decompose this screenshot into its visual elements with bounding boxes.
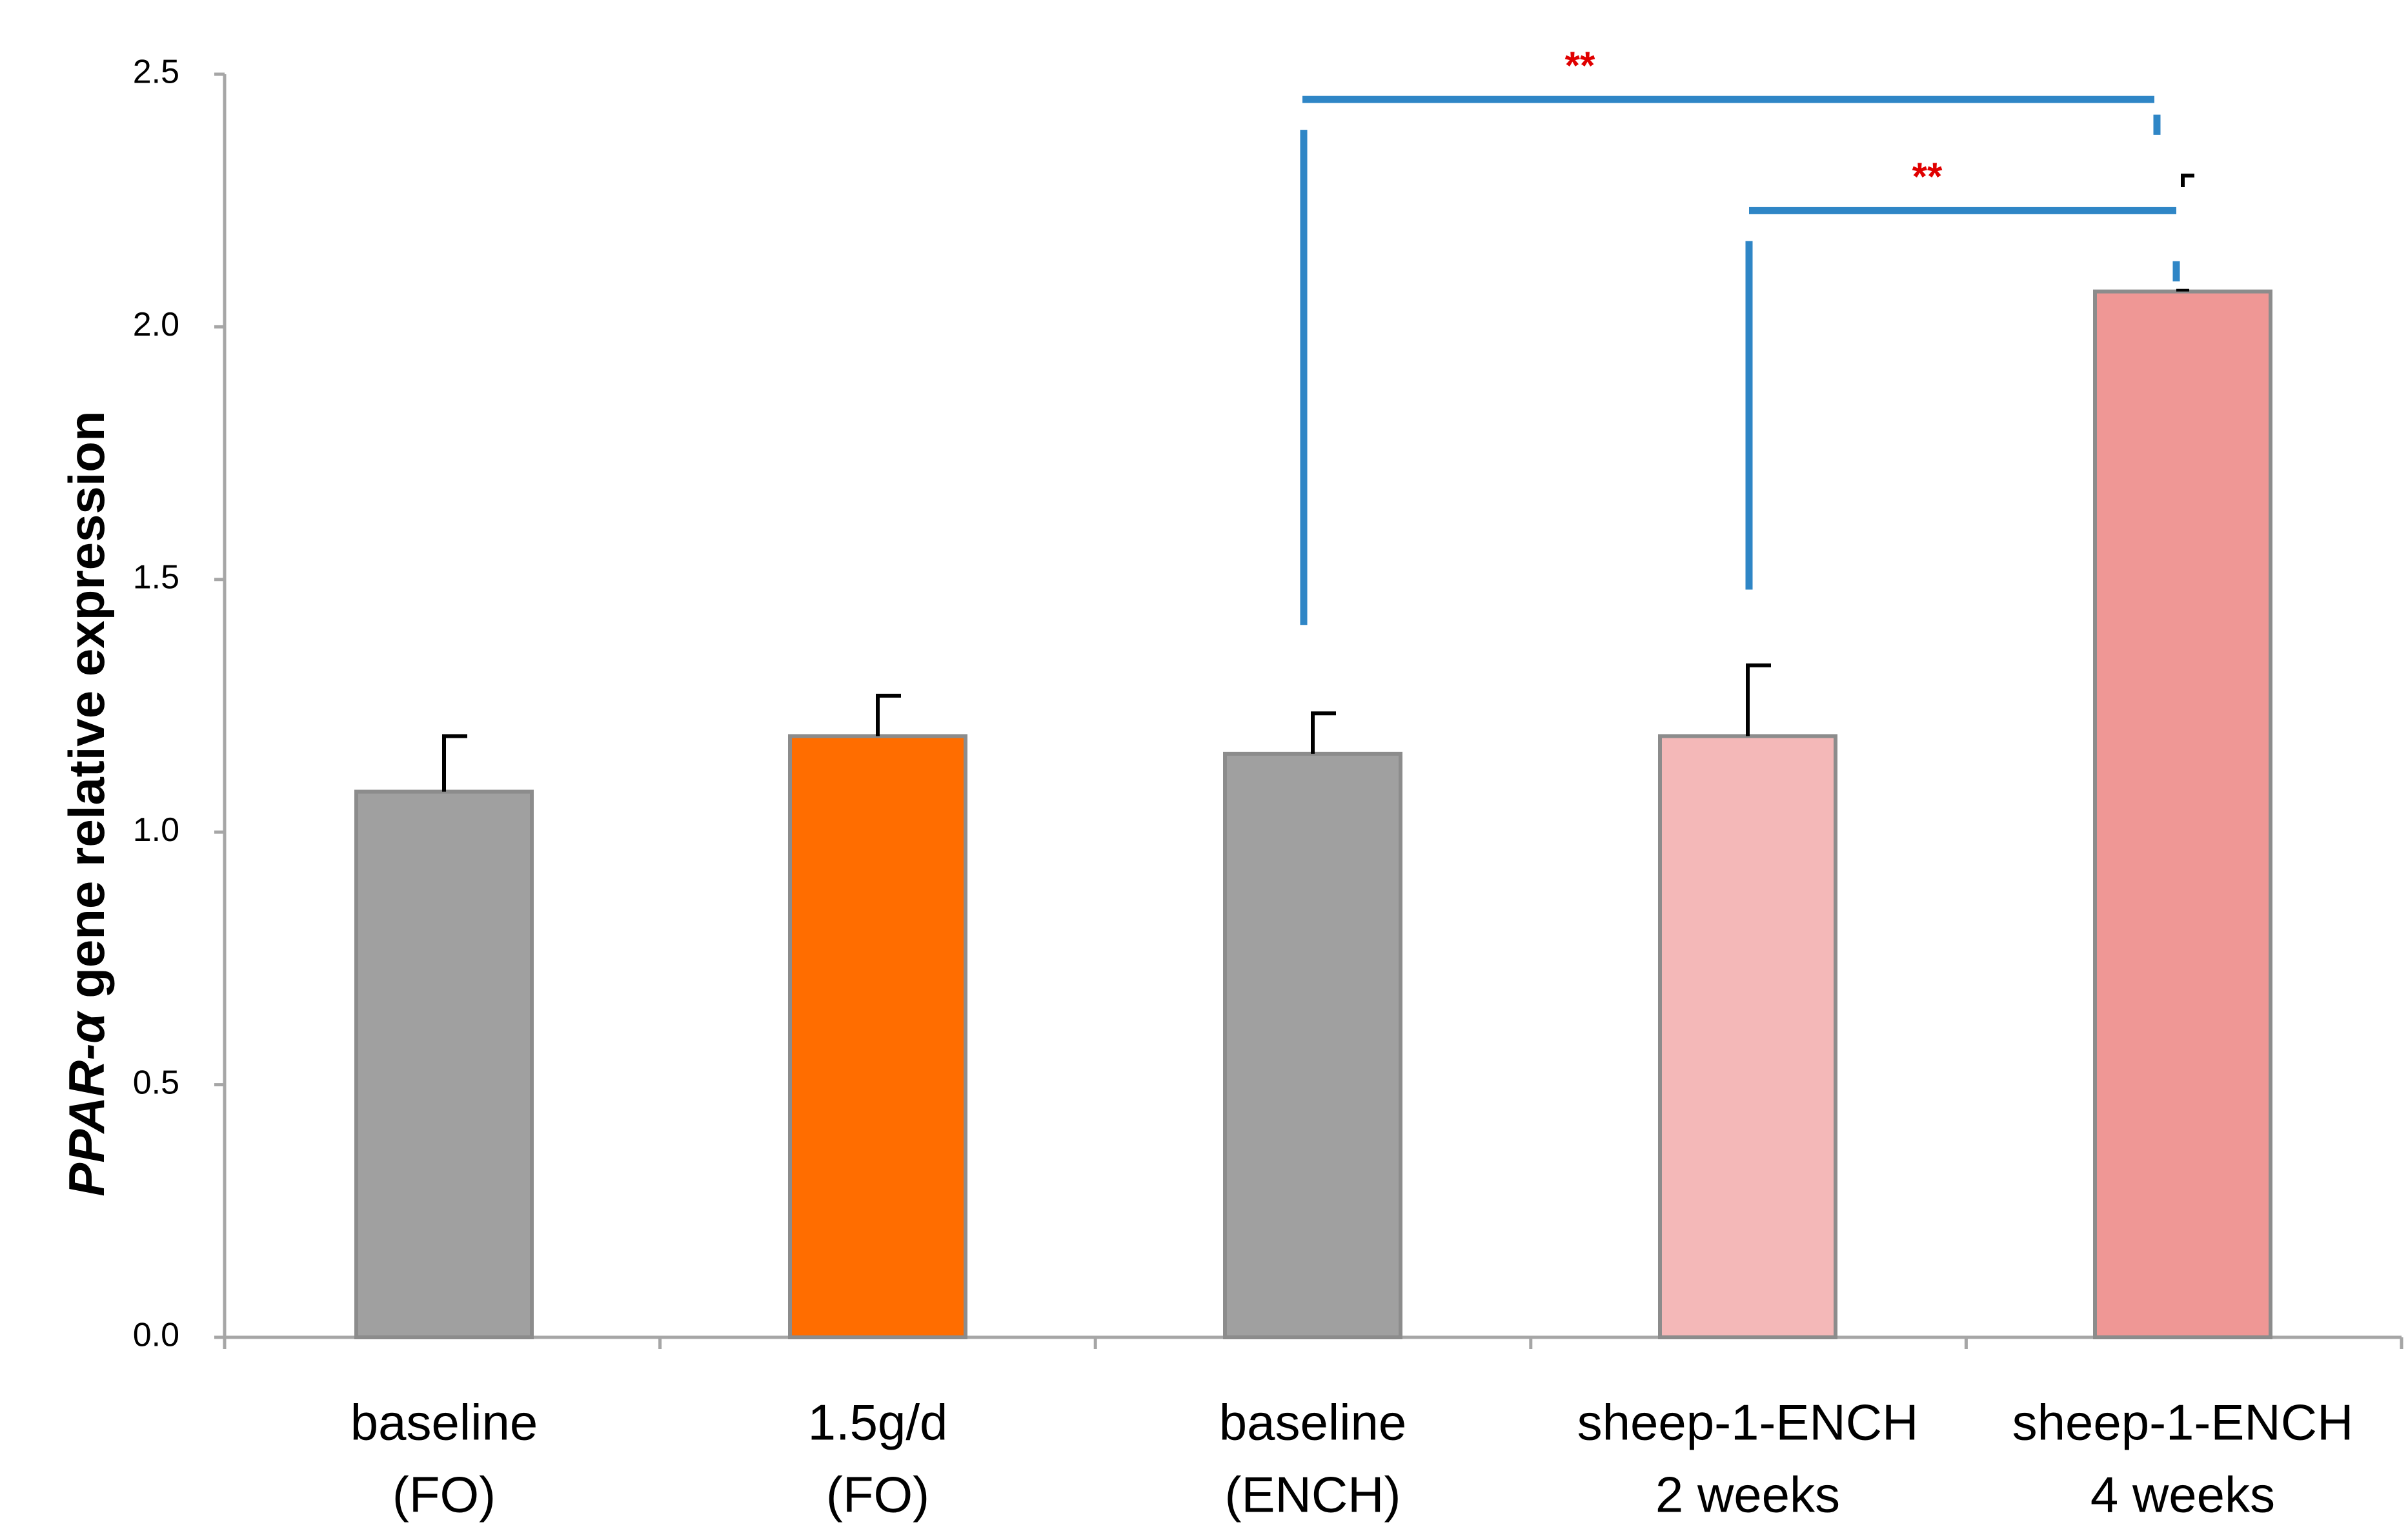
y-tick-label: 2.5 [133,54,179,91]
bar-3 [1223,751,1402,1339]
category-label-4-line-2: 2 weeks [1655,1466,1840,1523]
error-bars [442,289,2189,792]
y-tick-label: 0.5 [133,1064,179,1101]
axes: 0.0 0.5 1.0 1.5 2.0 2.5 [133,54,2403,1354]
category-label-3-line-1: baseline [1219,1394,1407,1451]
significance-annotations: ** ** [1300,44,2194,625]
significance-label-2: ** [1912,155,1943,198]
bar-1 [354,789,534,1340]
small-bracket-mark [2181,174,2194,187]
y-tick-label: 1.0 [133,811,179,849]
bars [354,289,2272,1340]
y-axis-label-gene: PPAR-α [58,1010,115,1197]
category-label-2-line-1: 1.5g/d [808,1394,948,1451]
significance-label-1: ** [1565,44,1595,87]
bar-4 [1658,734,1837,1339]
y-tick-label: 0.0 [133,1317,179,1354]
category-label-3-line-2: (ENCH) [1225,1466,1401,1523]
category-label-5-line-1: sheep-1-ENCH [2012,1394,2354,1451]
bar-2 [788,734,967,1339]
category-labels: baseline (FO) 1.5g/d (FO) baseline (ENCH) shee… [350,1394,2354,1523]
svg-text:PPAR-α gene relative expressio: PPAR-α gene relative expression [58,410,115,1196]
y-tick-label: 1.5 [133,559,179,596]
bar-5 [2093,289,2272,1339]
category-label-1-line-2: (FO) [392,1466,496,1523]
y-tick-label: 2.0 [133,306,179,343]
category-label-1-line-1: baseline [350,1394,538,1451]
y-axis-label: PPAR-α gene relative expression [58,410,115,1196]
category-label-2-line-2: (FO) [826,1466,929,1523]
category-label-4-line-1: sheep-1-ENCH [1577,1394,1919,1451]
y-axis-label-rest: gene relative expression [58,410,115,1012]
category-label-5-line-2: 4 weeks [2090,1466,2275,1523]
